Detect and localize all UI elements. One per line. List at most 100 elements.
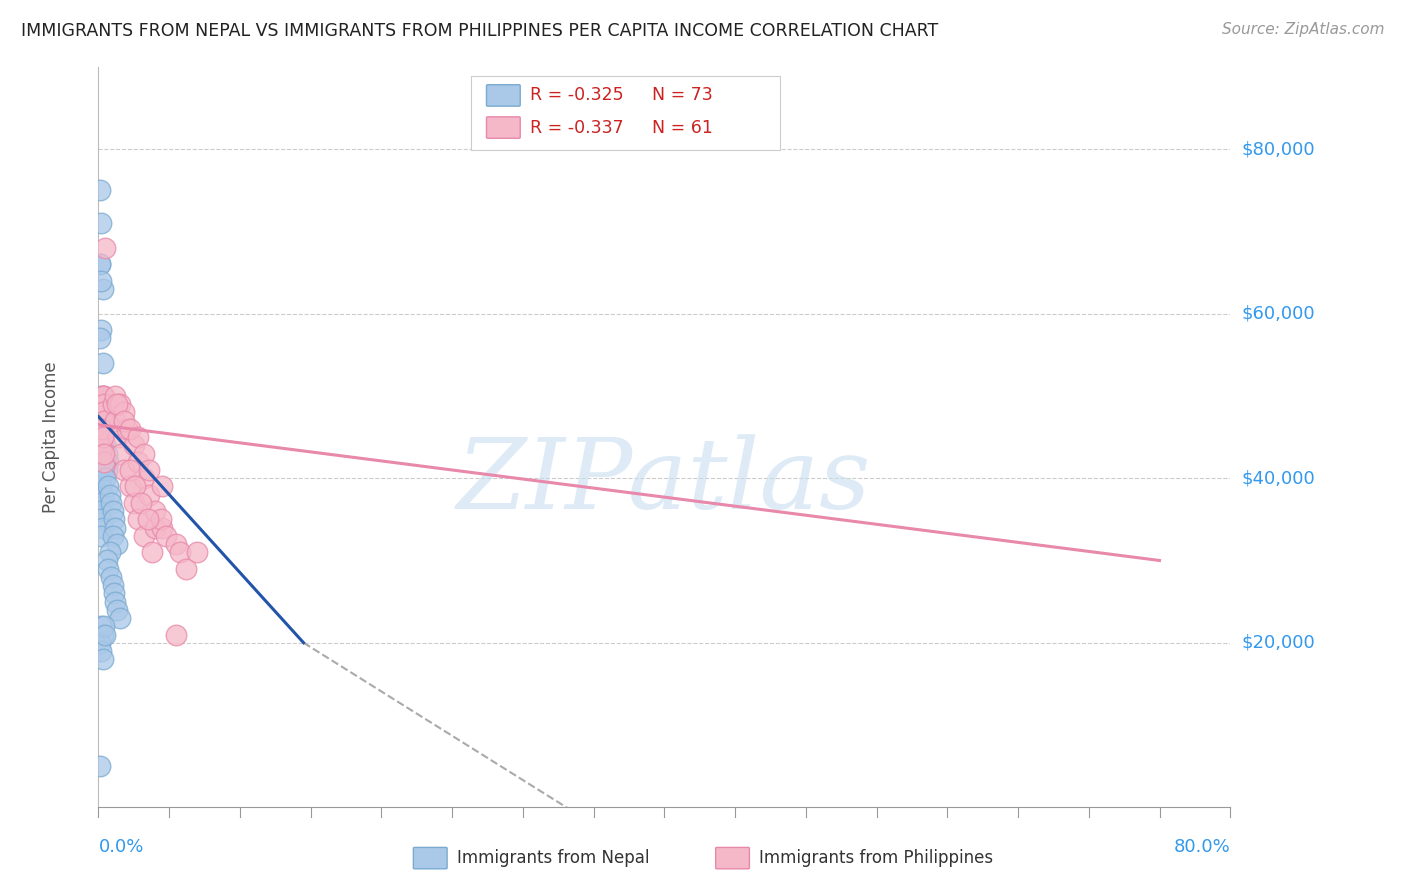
- Point: [91, 414, 114, 428]
- Point: [97, 479, 120, 493]
- Point: [97, 455, 120, 469]
- Point: [90, 438, 112, 452]
- Point: [90, 405, 112, 419]
- Point: [90, 216, 112, 230]
- Text: Immigrants from Philippines: Immigrants from Philippines: [759, 849, 994, 867]
- Point: [122, 496, 145, 510]
- Point: [93, 405, 115, 419]
- Point: [90, 529, 112, 543]
- Point: [90, 430, 112, 444]
- Point: [186, 545, 208, 559]
- Text: IMMIGRANTS FROM NEPAL VS IMMIGRANTS FROM PHILIPPINES PER CAPITA INCOME CORRELATI: IMMIGRANTS FROM NEPAL VS IMMIGRANTS FROM…: [21, 22, 938, 40]
- Point: [90, 414, 112, 428]
- Point: [103, 512, 125, 526]
- Point: [165, 627, 187, 641]
- Point: [118, 422, 141, 436]
- Point: [104, 594, 127, 608]
- Point: [91, 422, 114, 436]
- Point: [91, 405, 114, 419]
- Point: [91, 430, 114, 444]
- Text: R = -0.337: R = -0.337: [530, 119, 624, 136]
- Point: [91, 430, 114, 444]
- Point: [89, 446, 111, 460]
- Point: [93, 446, 115, 460]
- Point: [89, 759, 111, 773]
- Point: [91, 488, 114, 502]
- Point: [91, 463, 114, 477]
- Point: [90, 438, 112, 452]
- Point: [105, 397, 128, 411]
- Point: [108, 397, 131, 411]
- Point: [101, 578, 124, 592]
- Point: [122, 438, 145, 452]
- Point: [118, 479, 141, 493]
- Point: [150, 520, 173, 534]
- Text: Source: ZipAtlas.com: Source: ZipAtlas.com: [1222, 22, 1385, 37]
- Text: $20,000: $20,000: [1241, 633, 1315, 652]
- Point: [169, 545, 191, 559]
- Point: [90, 512, 112, 526]
- Point: [94, 241, 117, 255]
- Text: 80.0%: 80.0%: [1174, 838, 1230, 855]
- Point: [98, 488, 121, 502]
- Point: [149, 512, 172, 526]
- Point: [132, 471, 155, 485]
- Point: [89, 183, 111, 197]
- Point: [132, 529, 155, 543]
- Point: [91, 463, 114, 477]
- Point: [96, 553, 118, 567]
- Point: [91, 405, 114, 419]
- Point: [89, 471, 111, 485]
- Point: [108, 611, 131, 625]
- Point: [127, 455, 149, 469]
- Point: [90, 619, 112, 633]
- Point: [155, 529, 177, 543]
- Point: [93, 414, 115, 428]
- Text: $80,000: $80,000: [1241, 140, 1315, 158]
- Point: [136, 512, 159, 526]
- Text: 0.0%: 0.0%: [98, 838, 143, 855]
- Point: [91, 446, 114, 460]
- Point: [91, 627, 114, 641]
- Point: [89, 504, 111, 518]
- Point: [143, 520, 166, 534]
- Point: [150, 479, 173, 493]
- Point: [90, 422, 112, 436]
- Point: [90, 274, 112, 288]
- Point: [104, 414, 127, 428]
- Point: [100, 496, 122, 510]
- Point: [90, 389, 112, 403]
- Point: [89, 331, 111, 345]
- Point: [105, 603, 128, 617]
- Point: [93, 422, 115, 436]
- Point: [91, 389, 114, 403]
- Point: [90, 422, 112, 436]
- Point: [100, 570, 122, 584]
- Point: [104, 389, 127, 403]
- Point: [93, 397, 115, 411]
- Point: [96, 463, 118, 477]
- Point: [91, 652, 114, 666]
- Point: [91, 405, 114, 419]
- Point: [107, 430, 129, 444]
- Point: [98, 545, 121, 559]
- Text: N = 73: N = 73: [652, 87, 713, 104]
- Point: [89, 422, 111, 436]
- Point: [90, 496, 112, 510]
- Text: ZIPatlas: ZIPatlas: [457, 434, 872, 529]
- Point: [112, 463, 135, 477]
- Point: [91, 356, 114, 370]
- Point: [138, 463, 160, 477]
- Point: [90, 471, 112, 485]
- Point: [94, 438, 117, 452]
- Point: [104, 520, 127, 534]
- Point: [143, 504, 166, 518]
- Point: [90, 479, 112, 493]
- Point: [89, 438, 111, 452]
- Point: [132, 446, 155, 460]
- Point: [93, 422, 115, 436]
- Point: [97, 562, 120, 576]
- Point: [89, 414, 111, 428]
- Point: [174, 562, 197, 576]
- Point: [93, 619, 115, 633]
